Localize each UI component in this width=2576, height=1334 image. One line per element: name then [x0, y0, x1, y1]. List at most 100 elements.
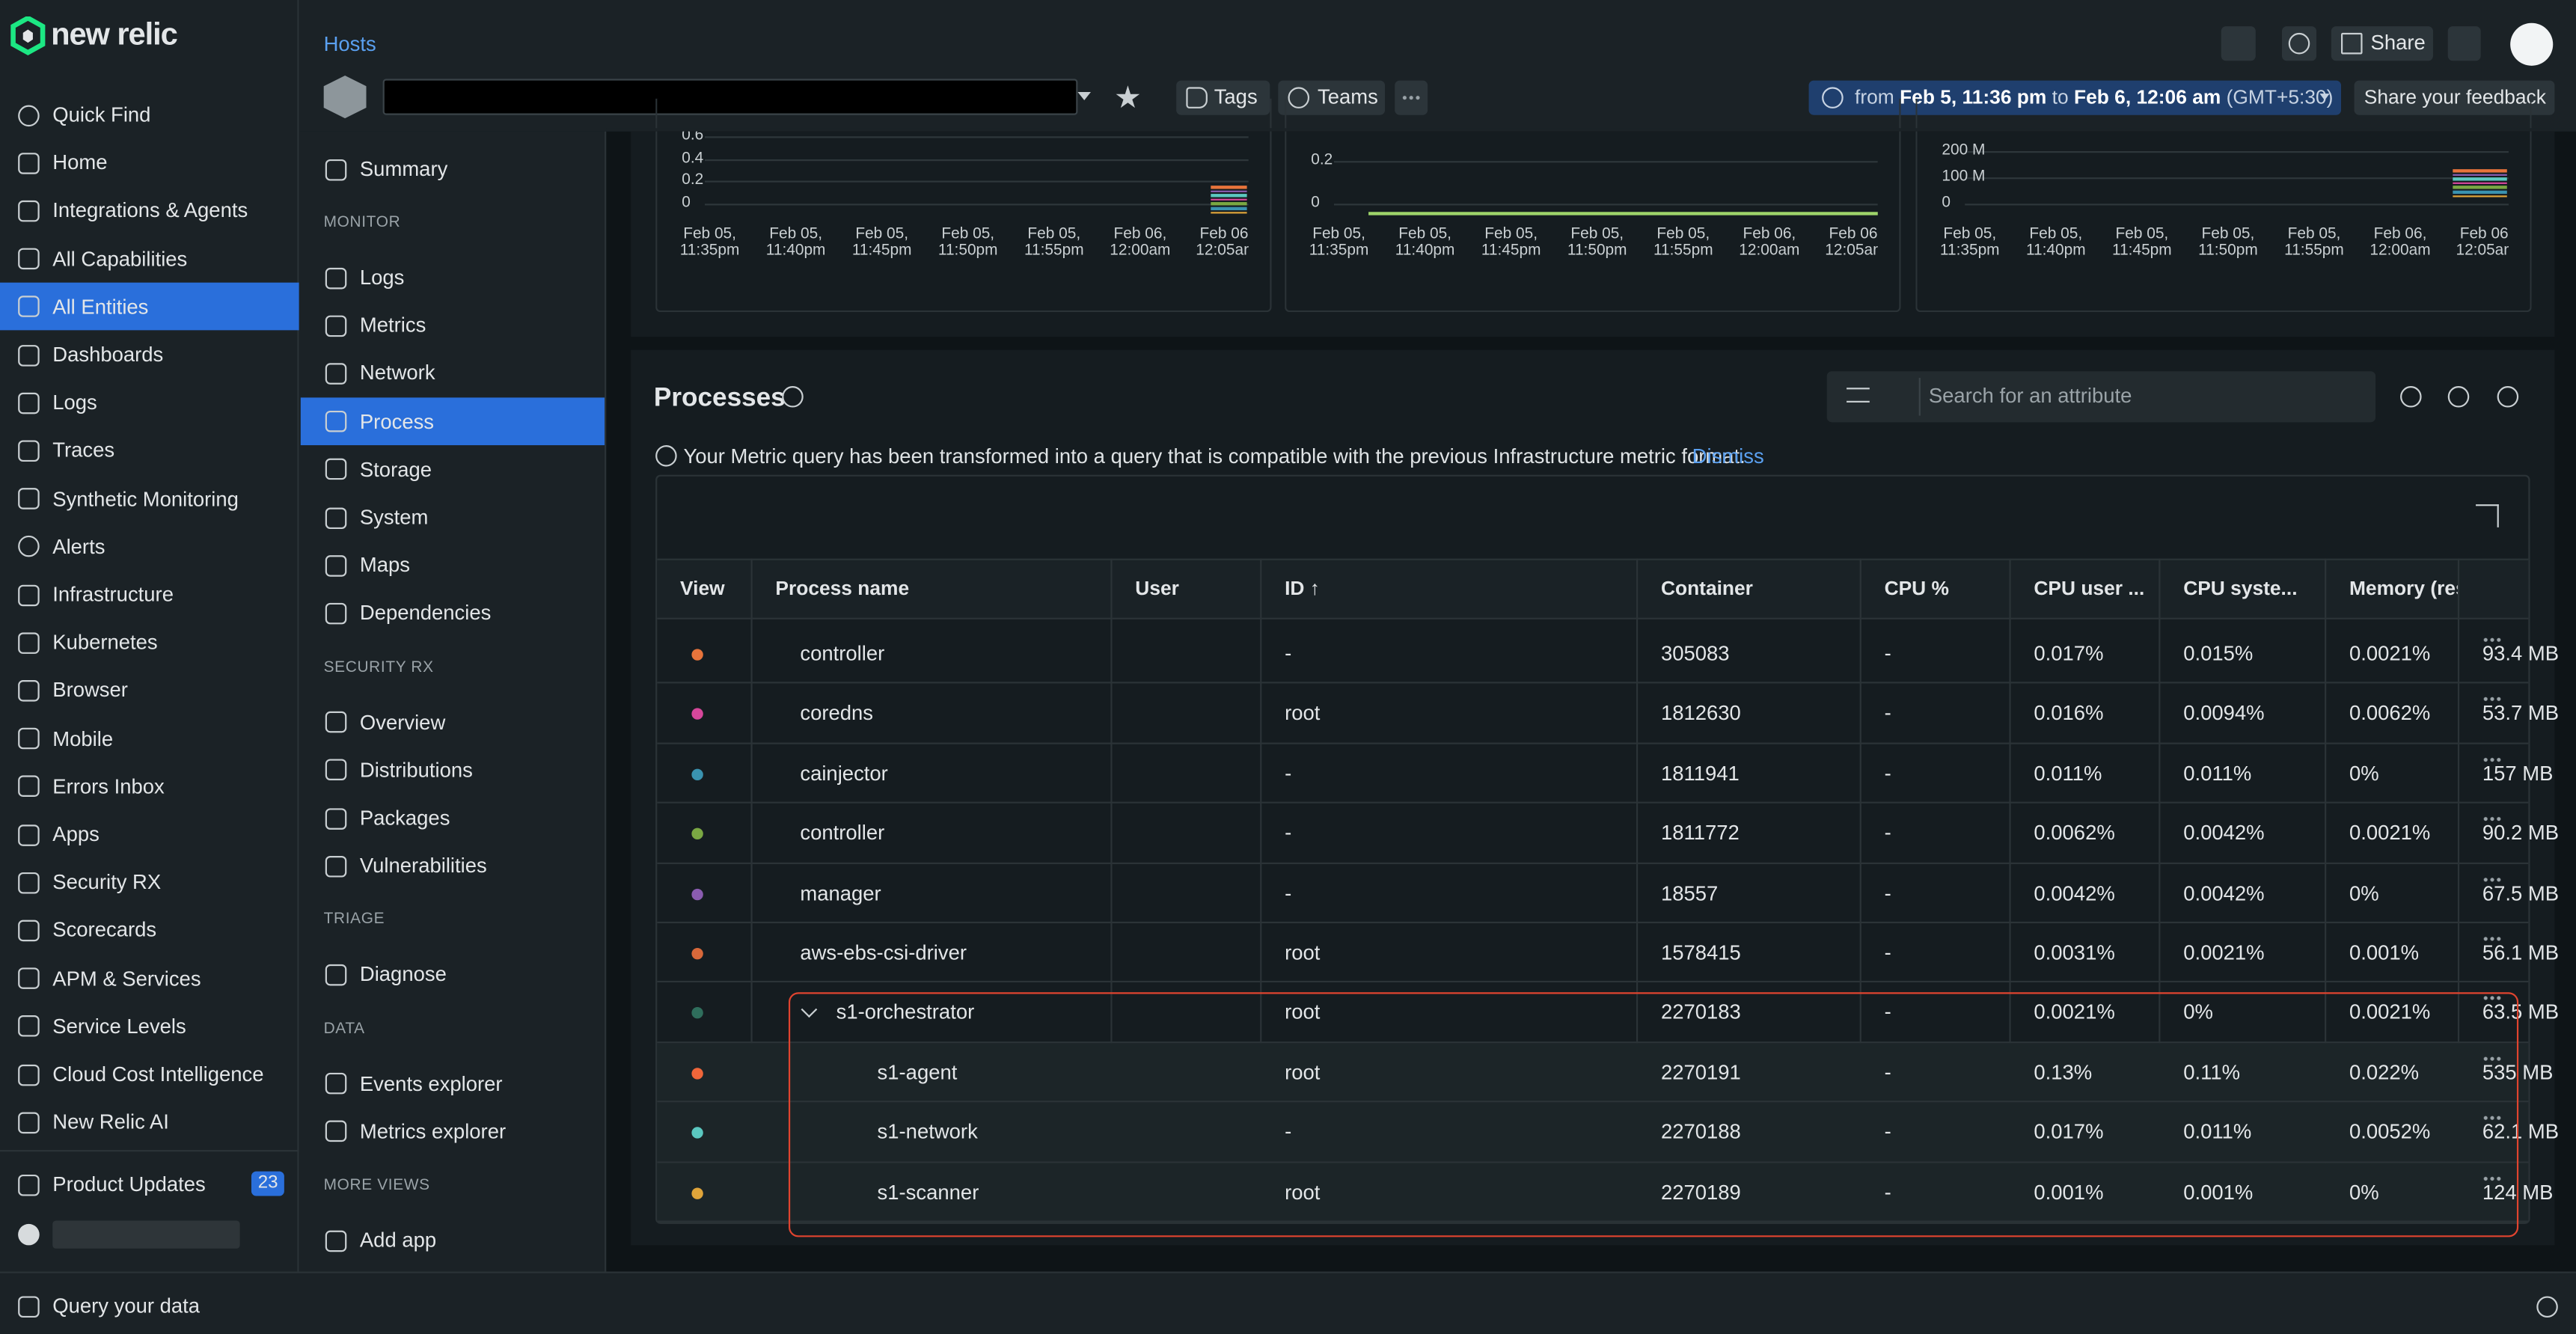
dropdown-caret[interactable]	[1077, 91, 1092, 100]
subnav-item[interactable]: Events explorer	[359, 1071, 503, 1095]
nav-item[interactable]: Browser	[52, 679, 128, 703]
expand-icon[interactable]	[2476, 504, 2499, 527]
nav-item[interactable]: Cloud Cost Intelligence	[52, 1062, 264, 1086]
entity-name-redacted[interactable]	[382, 79, 1078, 115]
table-row[interactable]	[657, 923, 2529, 983]
filter-bar[interactable]: Search for an attribute	[1826, 371, 2376, 423]
subnav-item[interactable]: Network	[359, 361, 435, 385]
subnav-item[interactable]: Storage	[359, 458, 432, 481]
column-header[interactable]: View	[680, 576, 725, 600]
nav-item[interactable]: Apps	[52, 823, 100, 846]
table-row[interactable]	[657, 1042, 2529, 1103]
toolbar-button[interactable]	[2497, 386, 2519, 408]
subnav-item[interactable]: Dependencies	[359, 602, 492, 625]
link-button[interactable]	[2447, 26, 2481, 61]
table-row[interactable]	[657, 684, 2529, 744]
icon	[18, 776, 40, 798]
update-count[interactable]: 23	[251, 1171, 285, 1196]
nav-item[interactable]: Alerts	[52, 535, 105, 559]
subnav-item[interactable]: Summary	[359, 157, 448, 181]
help-icon[interactable]	[782, 386, 804, 408]
dismiss-link[interactable]: Dismiss	[1692, 445, 1764, 468]
nav-item[interactable]: All Entities	[52, 295, 149, 319]
query-your-data[interactable]: Query your data	[52, 1294, 201, 1318]
table-row[interactable]	[657, 863, 2529, 923]
nav-item[interactable]: Dashboards	[52, 343, 164, 367]
column-header[interactable]: Container	[1660, 576, 1753, 600]
row-actions[interactable]	[2482, 1175, 2503, 1181]
subnav-item[interactable]: System	[359, 506, 429, 530]
column-header[interactable]: User	[1135, 576, 1179, 600]
column-header[interactable]: CPU syste...	[2183, 576, 2298, 600]
subnav-item[interactable]: Vulnerabilities	[359, 854, 487, 878]
help[interactable]	[2536, 1296, 2558, 1318]
chat-button[interactable]	[2221, 26, 2256, 61]
nav-item[interactable]: Scorecards	[52, 919, 157, 943]
feedback-label[interactable]: Share your feedback	[2364, 85, 2546, 108]
subnav-item[interactable]: Add app	[359, 1229, 437, 1252]
nav-item[interactable]: Infrastructure	[52, 583, 174, 607]
subnav-item[interactable]: Maps	[359, 554, 411, 578]
nav-item[interactable]: Integrations & Agents	[52, 199, 248, 223]
tags-button[interactable]: Tags	[1176, 80, 1270, 115]
subnav-item[interactable]: Logs	[359, 266, 405, 290]
nav-item[interactable]: Security RX	[52, 871, 162, 894]
column-header[interactable]: Memory (res	[2349, 576, 2458, 600]
teams-button[interactable]: Teams	[1278, 80, 1386, 115]
row-actions[interactable]	[2482, 816, 2503, 822]
row-actions[interactable]	[2482, 697, 2503, 703]
icon	[325, 459, 347, 480]
nav-item[interactable]: Mobile	[52, 726, 114, 750]
row-actions[interactable]	[2482, 637, 2503, 643]
subnav-item[interactable]: Diagnose	[359, 963, 447, 987]
feedback-button[interactable]: Share your feedback	[2354, 80, 2555, 115]
tags-label[interactable]: Tags	[1214, 85, 1258, 108]
subnav-item[interactable]: Metrics	[359, 313, 426, 337]
nav-item[interactable]: All Capabilities	[52, 247, 188, 271]
nav-item[interactable]: Logs	[52, 391, 97, 414]
breadcrumb[interactable]: Hosts	[323, 32, 376, 56]
column-header[interactable]: Process name	[775, 576, 910, 600]
toolbar-button[interactable]	[2400, 386, 2422, 408]
table-row[interactable]	[657, 624, 2529, 685]
column-header[interactable]: CPU user ...	[2034, 576, 2145, 600]
share-label[interactable]: Share	[2370, 31, 2426, 55]
nav-item[interactable]: New Relic AI	[52, 1110, 169, 1134]
row-actions[interactable]	[2482, 876, 2503, 882]
nav-item[interactable]: Traces	[52, 439, 115, 462]
column-header[interactable]: CPU %	[1884, 576, 1949, 600]
subnav-item[interactable]: Packages	[359, 807, 450, 830]
table-row[interactable]	[657, 1162, 2529, 1223]
nav-item[interactable]: Home	[52, 151, 108, 175]
product-updates[interactable]: Product Updates	[52, 1172, 206, 1196]
table-row[interactable]	[657, 1102, 2529, 1163]
nav-item[interactable]: APM & Services	[52, 967, 201, 991]
more-button[interactable]	[1395, 80, 1428, 115]
nav-item[interactable]: Synthetic Monitoring	[52, 487, 239, 510]
subnav-item[interactable]: Distributions	[359, 759, 473, 782]
row-actions[interactable]	[2482, 756, 2503, 762]
column-header[interactable]: ID ↑	[1285, 576, 1320, 600]
avatar[interactable]	[18, 1223, 40, 1246]
nav-item[interactable]: Kubernetes	[52, 631, 158, 655]
nav-item[interactable]: Errors Inbox	[52, 774, 165, 798]
subnav-item[interactable]: Process	[359, 410, 435, 433]
table-row[interactable]	[657, 983, 2529, 1043]
teams-label[interactable]: Teams	[1318, 85, 1378, 108]
table-row[interactable]	[657, 804, 2529, 864]
icon	[18, 920, 40, 941]
row-actions[interactable]	[2482, 1056, 2503, 1062]
search-input[interactable]: Search for an attribute	[1928, 384, 2132, 408]
row-actions[interactable]	[2482, 936, 2503, 942]
nav-item[interactable]: Service Levels	[52, 1015, 186, 1038]
subnav-item[interactable]: Overview	[359, 710, 446, 734]
row-actions[interactable]	[2482, 996, 2503, 1002]
toolbar-button[interactable]	[2447, 386, 2470, 408]
nav-item[interactable]: Quick Find	[52, 103, 151, 127]
subnav-item[interactable]: Metrics explorer	[359, 1120, 507, 1143]
ai-button[interactable]	[2510, 22, 2554, 66]
share-button[interactable]: Share	[2331, 26, 2433, 61]
table-row[interactable]	[657, 744, 2529, 804]
time-picker[interactable]: from Feb 5, 11:36 pm to Feb 6, 12:06 am …	[1808, 80, 2342, 115]
row-actions[interactable]	[2482, 1116, 2503, 1121]
